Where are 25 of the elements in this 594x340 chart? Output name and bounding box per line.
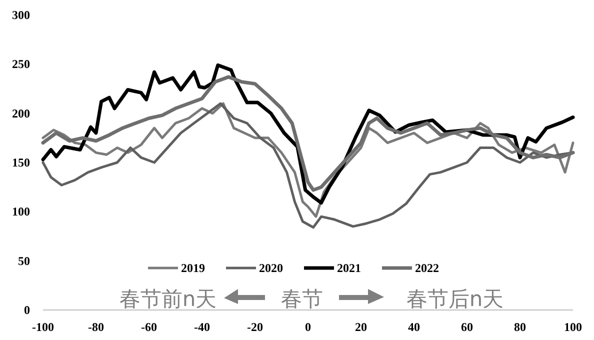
x-tick-label: 40 bbox=[408, 320, 420, 334]
y-tick-label: 100 bbox=[12, 204, 30, 219]
x-tick-label: 0 bbox=[305, 320, 311, 334]
x-tick-label: -20 bbox=[247, 320, 263, 334]
y-tick-label: 150 bbox=[12, 156, 30, 170]
y-tick-label: 50 bbox=[18, 254, 30, 268]
y-tick-label: 250 bbox=[12, 57, 30, 72]
y-tick-label: 300 bbox=[12, 8, 30, 22]
x-tick-label: 80 bbox=[514, 320, 526, 334]
x-tick-label: 60 bbox=[461, 320, 473, 334]
x-tick-label: 20 bbox=[355, 320, 367, 334]
x-tick-label: -80 bbox=[88, 320, 104, 334]
legend-label: 2021 bbox=[337, 261, 361, 275]
annotation: 春节后n天 bbox=[406, 287, 504, 311]
x-tick-label: -100 bbox=[32, 320, 54, 334]
annotation: 春节 bbox=[281, 287, 323, 311]
legend-label: 2022 bbox=[415, 261, 439, 275]
x-tick-label: -40 bbox=[194, 320, 210, 334]
annotation: 春节前n天 bbox=[119, 287, 217, 311]
legend-label: 2019 bbox=[181, 261, 205, 275]
y-tick-label: 0 bbox=[24, 303, 30, 317]
x-tick-label: 100 bbox=[564, 320, 582, 334]
y-tick-label: 200 bbox=[12, 106, 30, 120]
x-tick-label: -60 bbox=[141, 320, 157, 334]
legend-label: 2020 bbox=[259, 261, 283, 275]
